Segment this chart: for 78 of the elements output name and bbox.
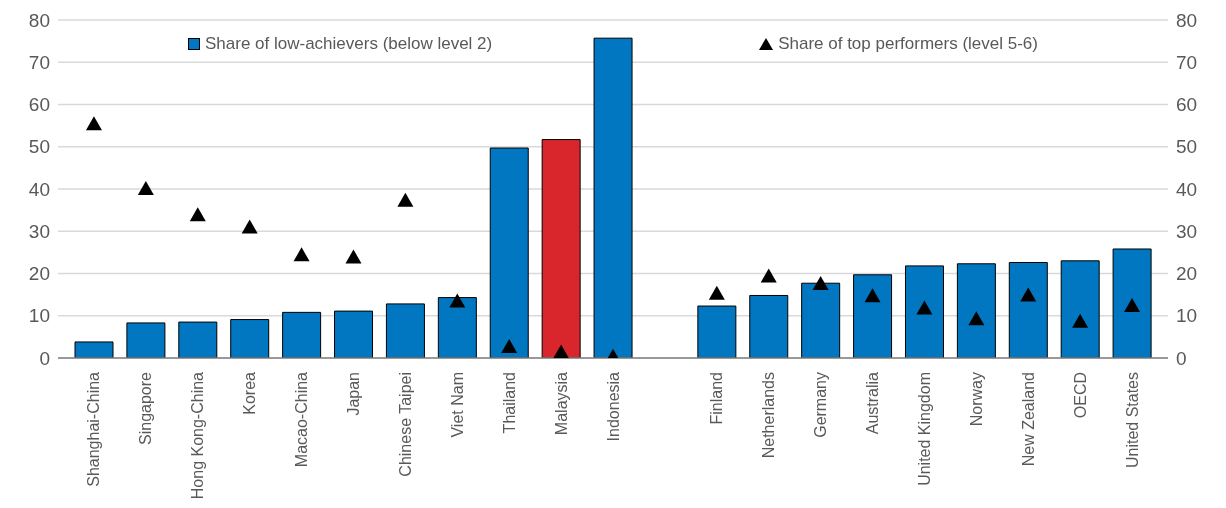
y-tick-label: 60 xyxy=(28,94,50,116)
point xyxy=(189,207,206,222)
y-tick-label: 70 xyxy=(28,51,50,73)
bar xyxy=(489,147,529,358)
y2-tick-label: 40 xyxy=(1176,178,1198,200)
legend-label: Share of top performers (level 5-6) xyxy=(778,34,1038,54)
bar xyxy=(178,321,218,358)
y2-tick-label: 30 xyxy=(1176,220,1198,242)
x-tick-label: Singapore xyxy=(137,371,155,445)
point xyxy=(241,219,258,234)
bar xyxy=(853,274,893,358)
bar xyxy=(1060,260,1100,358)
legend-label: Share of low-achievers (below level 2) xyxy=(205,34,493,54)
y-tick-label: 50 xyxy=(28,136,50,158)
x-tick-label: Viet Nam xyxy=(448,372,466,438)
point xyxy=(1020,287,1037,302)
bar xyxy=(697,305,737,358)
point xyxy=(812,276,829,291)
bar xyxy=(593,37,633,358)
point xyxy=(501,339,518,354)
bar xyxy=(334,310,374,358)
x-tick-label: Japan xyxy=(344,372,362,416)
bar xyxy=(1008,262,1048,358)
point xyxy=(760,268,777,283)
x-tick-label: Chinese Taipei xyxy=(396,372,414,477)
point xyxy=(397,192,414,207)
bar xyxy=(749,294,789,358)
x-tick-label: OECD xyxy=(1071,372,1089,419)
x-tick-label: Australia xyxy=(864,371,882,435)
y2-tick-label: 20 xyxy=(1176,263,1198,285)
bar xyxy=(282,311,322,358)
x-tick-label: Netherlands xyxy=(760,372,778,459)
point xyxy=(345,249,362,264)
y2-tick-label: 60 xyxy=(1176,94,1198,116)
bar xyxy=(126,322,166,358)
x-tick-label: Korea xyxy=(241,371,259,415)
bar xyxy=(385,303,425,358)
y-tick-label: 10 xyxy=(28,305,50,327)
bar xyxy=(956,263,996,358)
bar xyxy=(541,139,581,358)
x-tick-label: United States xyxy=(1123,372,1141,469)
bar xyxy=(230,319,270,358)
x-tick-label: Macao-China xyxy=(293,371,311,468)
x-tick-label: Germany xyxy=(812,372,830,438)
point xyxy=(449,293,466,308)
x-tick-label: Hong Kong-China xyxy=(189,371,207,500)
x-tick-label: United Kingdom xyxy=(915,372,933,486)
bar xyxy=(74,341,114,358)
point xyxy=(293,247,310,262)
point xyxy=(137,181,154,195)
y2-tick-label: 50 xyxy=(1176,136,1198,158)
x-tick-label: Indonesia xyxy=(604,371,622,442)
point xyxy=(864,288,881,303)
y2-tick-label: 70 xyxy=(1176,51,1198,73)
y-tick-label: 80 xyxy=(28,9,50,31)
y-tick-label: 40 xyxy=(28,178,50,200)
x-tick-label: Thailand xyxy=(500,372,518,434)
bar xyxy=(904,265,944,358)
x-tick-label: Norway xyxy=(967,372,985,427)
x-tick-label: Shanghai-China xyxy=(85,371,103,487)
y2-tick-label: 80 xyxy=(1176,9,1198,31)
point xyxy=(1072,313,1089,328)
point xyxy=(708,285,725,300)
bar xyxy=(437,297,477,358)
y-tick-label: 0 xyxy=(39,347,50,369)
x-tick-label: Malaysia xyxy=(552,371,570,436)
y-tick-label: 20 xyxy=(28,263,50,285)
x-tick-label: Finland xyxy=(708,372,726,425)
point xyxy=(968,311,985,326)
point xyxy=(1124,298,1141,313)
y2-tick-label: 0 xyxy=(1176,347,1187,369)
x-tick-label: New Zealand xyxy=(1019,372,1037,467)
point xyxy=(85,116,102,131)
y-tick-label: 30 xyxy=(28,220,50,242)
point xyxy=(916,300,933,315)
bar xyxy=(1112,248,1152,358)
point xyxy=(553,344,570,358)
y2-tick-label: 10 xyxy=(1176,305,1198,327)
